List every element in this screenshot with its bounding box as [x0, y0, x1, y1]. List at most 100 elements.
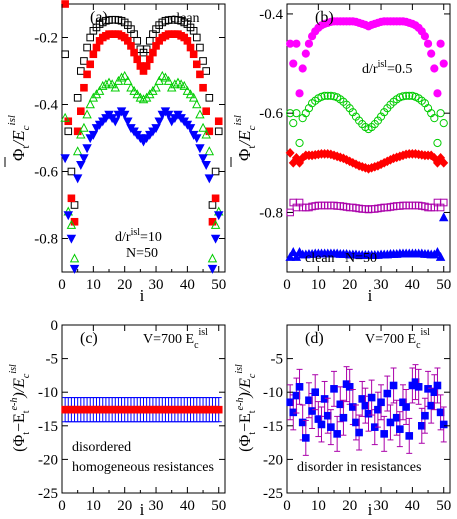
panel-b-annotation-d-over-r: d/risl=0.5	[362, 59, 412, 77]
panel-b-series-0-point	[427, 49, 436, 58]
panel-a-series-2-point	[192, 99, 202, 109]
panel-a-series-0-point	[67, 167, 76, 176]
panel-b-series-0-point	[292, 39, 301, 48]
panel-d-ylabel-sub2: t	[247, 410, 258, 413]
panel-a-ticks: 0 10 20 30 40 50 -0.8 -0.6 -0.4 -0.2	[34, 4, 226, 293]
panel-a-ylabel-c: c	[20, 125, 32, 130]
panel-b-ytick-label: -0.6	[259, 106, 283, 122]
panel-d-ticks: 0 10 20 30 40 50 -25 -20 -15 -10 -5	[263, 325, 451, 514]
panel-a-series-2-point	[129, 85, 139, 95]
panel-a-ytick-label: -0.6	[34, 165, 58, 181]
panel-a-series-1-point	[196, 70, 204, 79]
panel-b-ytick-label: -0.8	[259, 205, 283, 221]
panel-d-ytick-label: -25	[263, 486, 283, 502]
panel-b-series-0-point	[301, 49, 310, 58]
panel-a-series-1-point	[214, 117, 223, 126]
panel-b-ylabel-over: /E	[235, 130, 254, 147]
panel-d-series-0-point	[295, 383, 304, 391]
panel-d-series-0-point	[330, 385, 338, 393]
panel-a-ytick-label: -0.2	[34, 31, 58, 47]
panel-a-series-2-point	[123, 75, 133, 85]
panel-c-ytick-label: -15	[38, 419, 58, 435]
panel-c-ylabel-open: (Φ	[11, 434, 28, 451]
panel-a-xtick-label: 40	[180, 277, 195, 293]
panel-b-series-1-point	[405, 91, 414, 100]
panel-d-series-0-point	[289, 408, 298, 417]
panel-d-xtick-label: 30	[374, 498, 389, 514]
panel-a-series-1-point	[67, 194, 76, 203]
panel-a-series-2-point	[82, 109, 92, 119]
panel-a-series-2-point	[119, 70, 130, 80]
panel-a-series-1-point	[202, 107, 210, 116]
panel-a-series-2-point	[207, 253, 218, 263]
panel-a-series-2-point	[163, 75, 174, 85]
panel-b-series-4-point	[435, 251, 446, 261]
panel-b-series-1-point	[320, 91, 329, 100]
panel-a-annotation-clean: clean	[170, 11, 200, 26]
panel-d-xtick-label: 40	[405, 498, 420, 514]
panel-d-xtick-label: 10	[311, 498, 326, 514]
panel-b: 0 10 20 30 40 50-0.8-0.6-0.4 (b) d/risl=0.5 c…	[230, 3, 451, 305]
panel-a-series-2-point	[179, 80, 189, 90]
panel-d-series-0-point	[286, 398, 294, 407]
panel-a-series-2-point	[107, 79, 117, 89]
panel-c-xtick-label: 0	[58, 498, 66, 514]
panel-a-series-1-point	[192, 60, 201, 69]
panel-a-xtick-label: 10	[86, 277, 101, 293]
panel-b-annotation-d-over-r-value: =0.5	[387, 62, 412, 77]
panel-a-series-1-point	[77, 107, 85, 116]
panel-a-series-0-point	[192, 33, 201, 42]
panel-d-marks	[286, 364, 448, 456]
panel-a-series-2-point	[104, 77, 114, 87]
panel-a-series-2-point	[79, 122, 89, 132]
panel-b-series-1-point	[436, 109, 445, 118]
panel-d-ylabel-minus: −E	[237, 413, 254, 432]
panel-d-series-0-point	[361, 401, 370, 410]
panel-d-series-0-point	[417, 422, 426, 430]
panel-a-series-1-point	[61, 0, 69, 8]
panel-a-ytick-label: -0.8	[34, 232, 58, 248]
panel-b-series-0-point	[423, 39, 433, 48]
panel-a-series-1-point	[130, 48, 138, 57]
panel-b-xtick-label: 50	[436, 277, 451, 293]
panel-d-annotation-v: V=700 Ecisl	[365, 327, 430, 351]
panel-d-ylabel-sup: isl	[234, 364, 245, 374]
panel-d-series-0-point	[421, 411, 429, 420]
panel-d-series-0-point	[345, 383, 354, 391]
panel-d-ylabel: (Φt−Ete-h)/Ecisl	[234, 364, 258, 452]
panel-c-ylabel-sub2: t	[21, 410, 32, 413]
panel-b-series-0-point	[430, 64, 439, 73]
panel-a-ylabel-sup: isl	[6, 115, 18, 125]
panel-d-frame	[286, 324, 451, 494]
panel-a-series-0-point	[202, 67, 210, 75]
panel-a-series-2-point	[173, 77, 183, 87]
panel-a-series-3-point	[123, 117, 133, 127]
panel-c-ylabel-sup2: e-h	[9, 398, 20, 411]
panel-d-xtick-label: 0	[283, 498, 291, 514]
panel-b-series-1-point	[402, 91, 411, 100]
panel-d-series-0-point	[305, 396, 313, 405]
panel-a-series-1-point	[80, 83, 88, 92]
panel-a-series-2-point	[110, 82, 121, 92]
panel-a-series-2-point	[151, 82, 161, 92]
panel-a-xtick-label: 20	[117, 277, 132, 293]
panel-d-xtick-label: 50	[436, 498, 451, 514]
panel-d-ylabel-sub1: t	[247, 432, 258, 435]
panel-d-series-0-point	[364, 409, 373, 418]
panel-a-series-3-point	[110, 117, 121, 127]
panel-a-series-3-point	[154, 117, 164, 127]
panel-a-series-2-point	[160, 72, 171, 82]
panel-d-series-0-point	[405, 432, 414, 440]
panel-c-xlabel: i	[140, 500, 145, 519]
panel-c-ytick-label: -25	[38, 486, 58, 502]
panel-a-series-3-point	[201, 161, 211, 170]
panel-a-series-0-point	[208, 201, 217, 209]
panel-b-xtick-label: 40	[405, 277, 420, 293]
panel-d-series-0-point	[352, 418, 360, 427]
panel-a-series-2-point	[94, 85, 105, 95]
panel-a-series-3-point	[88, 130, 99, 140]
panel-b-label: (b)	[315, 9, 334, 26]
panel-a-series-3-point	[207, 264, 218, 274]
panel-b-series-1-point	[430, 114, 439, 123]
panel-a-series-1-point	[89, 50, 98, 59]
